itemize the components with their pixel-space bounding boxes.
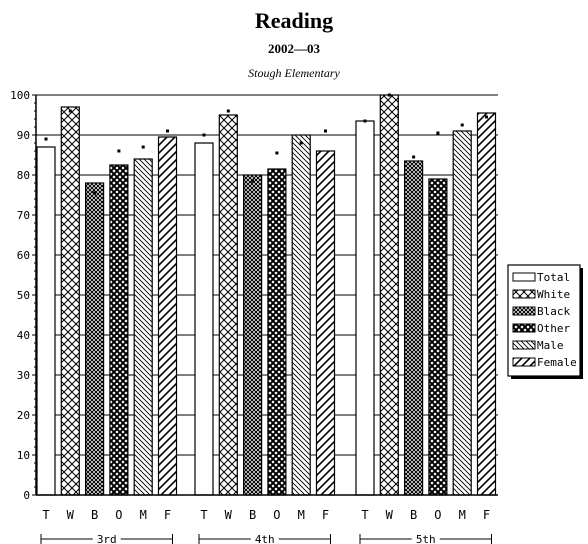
- comparison-marker: [44, 137, 48, 141]
- category-label: O: [273, 508, 280, 522]
- y-tick-label: 0: [23, 489, 30, 502]
- chart-title: Reading: [255, 8, 333, 33]
- bar-5th-total: [355, 120, 375, 496]
- y-axis: 0 10 20 30 40 50 60 70 80 90 100: [10, 89, 37, 502]
- bar-3rd-male: [133, 158, 153, 496]
- category-label: F: [483, 508, 490, 522]
- bar-5th-white: [379, 94, 399, 496]
- comparison-marker: [117, 149, 121, 153]
- comparison-marker: [166, 129, 169, 133]
- bar-3rd-white: [60, 106, 80, 496]
- y-tick-label: 30: [17, 369, 30, 382]
- legend-swatch-other: [512, 323, 536, 333]
- group-label-3rd: 3rd: [97, 533, 117, 544]
- category-label: M: [459, 508, 466, 522]
- bar-4th-female: [315, 150, 336, 496]
- legend-swatch-male: [512, 340, 536, 350]
- bar-4th-black: [243, 174, 263, 496]
- bar-4th-other: [267, 168, 287, 496]
- category-label: W: [225, 508, 233, 522]
- category-label: T: [200, 508, 207, 522]
- comparison-marker: [363, 119, 367, 123]
- legend-label-black: Black: [537, 305, 570, 318]
- comparison-marker: [93, 191, 97, 195]
- y-tick-label: 80: [17, 169, 30, 182]
- comparison-marker: [436, 131, 440, 135]
- comparison-marker: [202, 133, 206, 137]
- bar-5th-other: [428, 178, 448, 496]
- legend: Total White Black Other Male Female: [507, 264, 583, 379]
- y-tick-label: 90: [17, 129, 30, 142]
- bar-4th-white: [218, 114, 238, 496]
- y-tick-label: 40: [17, 329, 30, 342]
- y-tick-label: 100: [10, 89, 30, 102]
- group-label-4th: 4th: [255, 533, 275, 544]
- legend-label-male: Male: [537, 339, 564, 352]
- legend-label-white: White: [537, 288, 570, 301]
- comparison-marker: [275, 151, 279, 155]
- category-label: T: [42, 508, 49, 522]
- comparison-marker: [387, 93, 391, 97]
- category-label: O: [434, 508, 441, 522]
- x-axis: T W B O M F 3rd T W B O M F 4th T W B O M F 5th: [36, 494, 498, 544]
- category-label: O: [115, 508, 122, 522]
- comparison-marker: [485, 115, 488, 119]
- comparison-marker: [324, 129, 327, 133]
- category-label: B: [91, 508, 98, 522]
- bar-5th-female: [476, 112, 497, 496]
- legend-swatch-white: [512, 289, 536, 299]
- category-label: F: [322, 508, 329, 522]
- legend-label-other: Other: [537, 322, 570, 335]
- y-tick-label: 20: [17, 409, 30, 422]
- bar-5th-male: [452, 130, 472, 496]
- bars: [36, 93, 497, 496]
- y-tick-label: 10: [17, 449, 30, 462]
- category-label: M: [298, 508, 305, 522]
- comparison-marker: [412, 155, 416, 159]
- category-label: T: [361, 508, 368, 522]
- legend-swatch-total: [512, 272, 536, 282]
- comparison-marker: [226, 109, 230, 113]
- group-label-5th: 5th: [416, 533, 436, 544]
- bar-3rd-total: [36, 146, 56, 496]
- comparison-marker: [299, 141, 303, 145]
- bar-5th-black: [404, 160, 424, 496]
- comparison-marker: [460, 123, 464, 127]
- category-label: F: [164, 508, 171, 522]
- comparison-marker: [251, 179, 255, 183]
- category-label: B: [410, 508, 417, 522]
- comparison-marker: [141, 145, 145, 149]
- category-label: W: [386, 508, 394, 522]
- chart-subtitle: 2002—03: [268, 41, 321, 56]
- bar-3rd-female: [157, 136, 178, 496]
- comparison-marker: [68, 109, 72, 113]
- bar-4th-male: [291, 134, 311, 496]
- bar-3rd-other: [109, 164, 129, 496]
- bar-4th-total: [194, 142, 214, 496]
- y-tick-label: 70: [17, 209, 30, 222]
- legend-swatch-black: [512, 306, 536, 316]
- y-tick-label: 60: [17, 249, 30, 262]
- legend-swatch-female: [512, 357, 536, 367]
- y-tick-label: 50: [17, 289, 30, 302]
- legend-label-total: Total: [537, 271, 570, 284]
- category-label: B: [249, 508, 256, 522]
- legend-label-female: Female: [537, 356, 577, 369]
- category-label: W: [67, 508, 75, 522]
- category-label: M: [140, 508, 147, 522]
- school-name: Stough Elementary: [248, 66, 340, 80]
- bar-3rd-black: [84, 182, 105, 496]
